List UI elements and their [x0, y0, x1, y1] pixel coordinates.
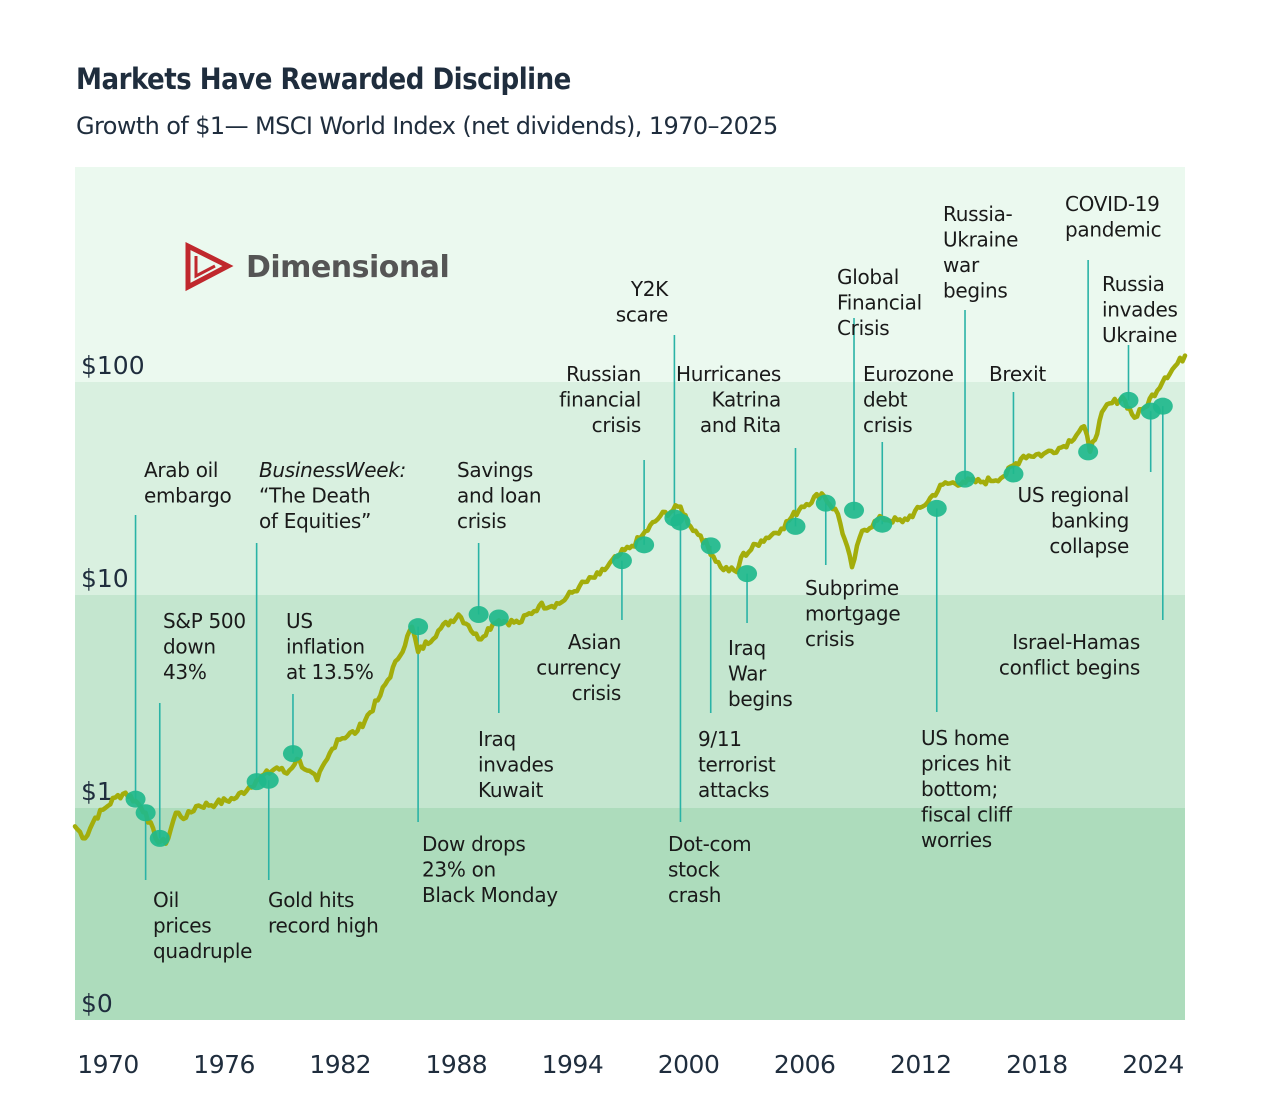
- x-tick-label: 2000: [658, 1050, 720, 1079]
- y-tick-label: $10: [81, 564, 129, 593]
- x-tick-label: 1994: [542, 1050, 604, 1079]
- y-tick-label: $1: [81, 777, 113, 806]
- event-leader-lines: [134, 260, 1164, 880]
- event-label: Gold hits record high: [268, 888, 379, 938]
- event-label: Dot-com stock crash: [668, 832, 751, 907]
- event-label: Oil prices quadruple: [153, 888, 252, 963]
- brand-name: Dimensional: [246, 250, 449, 285]
- event-dot[interactable]: [815, 494, 836, 512]
- event-label: Arab oil embargo: [144, 458, 232, 508]
- event-label: Global Financial Crisis: [837, 265, 922, 340]
- event-dot[interactable]: [488, 609, 509, 627]
- event-dot[interactable]: [737, 565, 758, 583]
- event-dot[interactable]: [1118, 391, 1139, 409]
- x-tick-label: 1982: [309, 1050, 371, 1079]
- event-dot[interactable]: [1078, 443, 1099, 461]
- x-tick-label: 2024: [1122, 1050, 1184, 1079]
- y-tick-label: $100: [81, 351, 145, 380]
- event-dot[interactable]: [282, 745, 303, 763]
- y-tick-label: $0: [81, 989, 113, 1018]
- event-label: Russia invades Ukraine: [1102, 272, 1178, 347]
- event-label: Iraq invades Kuwait: [478, 727, 554, 802]
- event-label: 9/11 terrorist attacks: [698, 727, 776, 802]
- event-label: Russia-Ukraine war begins: [943, 202, 1018, 303]
- event-label: COVID-19 pandemic: [1065, 192, 1161, 242]
- event-dot[interactable]: [149, 829, 170, 847]
- event-dot[interactable]: [955, 470, 976, 488]
- event-dot[interactable]: [634, 536, 655, 554]
- event-label: Asian currency crisis: [536, 630, 621, 705]
- dimensional-logo: Dimensional: [185, 241, 450, 292]
- event-label: Y2K scare: [616, 277, 669, 327]
- event-label: S&P 500 down 43%: [163, 609, 246, 684]
- x-tick-label: 2018: [1006, 1050, 1068, 1079]
- event-dot[interactable]: [125, 790, 146, 808]
- event-dot[interactable]: [844, 501, 865, 519]
- x-tick-label: 2006: [774, 1050, 836, 1079]
- band-3: [75, 595, 1185, 808]
- event-label: Israel-Hamas conflict begins: [999, 630, 1140, 680]
- event-label: US regional banking collapse: [1018, 483, 1129, 558]
- event-label: Subprime mortgage crisis: [805, 576, 900, 651]
- band-1: [75, 167, 1185, 382]
- x-tick-label: 1988: [426, 1050, 488, 1079]
- event-dot[interactable]: [258, 771, 279, 789]
- x-tick-label: 2012: [890, 1050, 952, 1079]
- dimensional-triangle-logo-icon: [185, 241, 234, 292]
- event-label: BusinessWeek: “The Death of Equities”: [259, 458, 406, 533]
- chart-subtitle: Growth of $1— MSCI World Index (net divi…: [76, 112, 778, 140]
- chart-title: Markets Have Rewarded Discipline: [76, 62, 571, 96]
- event-dot[interactable]: [785, 517, 806, 535]
- event-dot[interactable]: [611, 552, 632, 570]
- event-dot[interactable]: [408, 618, 429, 636]
- event-dot[interactable]: [468, 605, 489, 623]
- event-dot[interactable]: [926, 499, 947, 517]
- event-dot[interactable]: [1152, 397, 1173, 415]
- event-dot[interactable]: [872, 515, 893, 533]
- band-4: [75, 808, 1185, 1020]
- event-label: US home prices hit bottom; fiscal cliff worr…: [921, 726, 1013, 852]
- event-label: Russian financial crisis: [559, 362, 641, 437]
- x-tick-label: 1976: [193, 1050, 255, 1079]
- event-label: Dow drops 23% on Black Monday: [422, 832, 558, 907]
- event-dot[interactable]: [1003, 465, 1024, 483]
- event-dot[interactable]: [670, 513, 691, 531]
- event-label: Iraq War begins: [728, 636, 793, 711]
- x-tick-label: 1970: [77, 1050, 139, 1079]
- event-label: Brexit: [989, 362, 1046, 386]
- event-label: Savings and loan crisis: [457, 458, 541, 533]
- event-label: US inflation at 13.5%: [286, 609, 374, 684]
- event-dot[interactable]: [700, 537, 721, 555]
- background-bands: [75, 167, 1185, 1020]
- event-label: Hurricanes Katrina and Rita: [676, 362, 781, 437]
- y-axis: $100 $10 $1 $0: [81, 351, 145, 1018]
- event-labels: Arab oil embargo Oil prices quadruple S&P 500…: [144, 192, 1178, 963]
- event-dot[interactable]: [135, 804, 156, 822]
- event-dots: [125, 391, 1173, 847]
- event-label: Eurozone debt crisis: [863, 362, 954, 437]
- x-axis: 1970 1976 1982 1988 1994 2000 2006 2012 2018 2024: [77, 1050, 1184, 1079]
